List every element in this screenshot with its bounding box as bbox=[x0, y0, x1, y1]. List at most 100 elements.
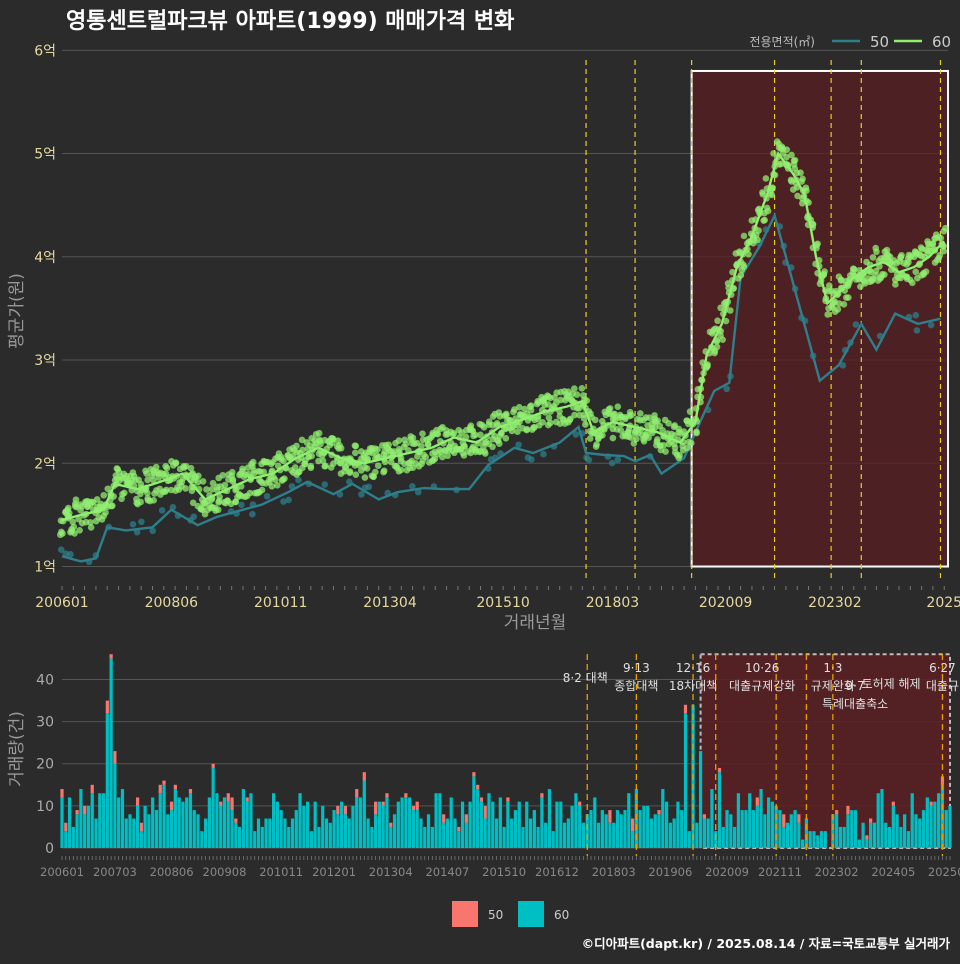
price-point bbox=[711, 349, 718, 357]
volume-bar-60 bbox=[404, 797, 408, 848]
volume-bar-60 bbox=[759, 789, 763, 848]
price-point bbox=[129, 469, 137, 476]
volume-bar-60 bbox=[381, 805, 385, 848]
price-point bbox=[381, 458, 389, 466]
price-point bbox=[573, 391, 581, 398]
volume-bar-60 bbox=[921, 810, 926, 848]
top-legend-label-50: 50 bbox=[870, 33, 889, 51]
price-point bbox=[912, 311, 920, 319]
price-point bbox=[814, 240, 821, 248]
price-point bbox=[291, 464, 299, 471]
volume-bar-50 bbox=[608, 810, 612, 823]
price-point bbox=[295, 476, 302, 484]
volume-bar-60 bbox=[200, 831, 204, 848]
volume-bar-60 bbox=[298, 793, 302, 848]
price-point bbox=[439, 453, 446, 461]
volume-bar-60 bbox=[944, 810, 948, 848]
volume-bar-50 bbox=[188, 789, 193, 794]
price-point bbox=[249, 510, 256, 518]
volume-bar-50 bbox=[891, 801, 895, 806]
volume-bar-60 bbox=[188, 793, 193, 848]
volume-bar-50 bbox=[226, 793, 230, 802]
price-point bbox=[268, 483, 276, 490]
volume-bar-60 bbox=[744, 810, 748, 848]
price-point bbox=[845, 294, 852, 301]
price-x-tick-label: 200601 bbox=[35, 595, 88, 611]
policy-annotation: 9·7 bbox=[846, 679, 865, 693]
volume-bar-60 bbox=[612, 822, 616, 848]
volume-y-tick-label: 10 bbox=[36, 799, 54, 815]
price-point bbox=[592, 416, 599, 424]
price-point bbox=[215, 499, 222, 506]
policy-annotation: 대출규제강화 bbox=[729, 679, 795, 693]
footer-credit: ©디아파트(dapt.kr) / 2025.08.14 / 자료=국토교통부 실… bbox=[582, 936, 951, 951]
price-point bbox=[585, 456, 593, 464]
volume-bar-60 bbox=[86, 805, 91, 848]
price-point bbox=[219, 471, 227, 479]
volume-bar-60 bbox=[389, 826, 393, 848]
price-point bbox=[279, 476, 287, 483]
volume-bar-60 bbox=[853, 810, 858, 848]
price-point bbox=[510, 408, 517, 416]
volume-bar-60 bbox=[808, 831, 812, 848]
price-point bbox=[336, 442, 343, 449]
volume-bar-60 bbox=[268, 818, 272, 848]
volume-x-tick-label: 200601 bbox=[40, 865, 84, 879]
volume-bar-60 bbox=[627, 793, 631, 848]
volume-bar-50 bbox=[540, 793, 544, 798]
price-point bbox=[764, 207, 772, 215]
price-point bbox=[322, 462, 329, 470]
volume-bar-60 bbox=[869, 822, 873, 848]
price-point bbox=[211, 504, 219, 512]
volume-bar-60 bbox=[476, 789, 480, 848]
volume-bar-50 bbox=[113, 751, 117, 764]
volume-bar-60 bbox=[782, 826, 786, 848]
bottom-legend-label-60: 60 bbox=[554, 908, 569, 922]
volume-bar-60 bbox=[351, 805, 355, 848]
volume-bar-60 bbox=[804, 818, 809, 848]
volume-x-tick-label: 200908 bbox=[203, 865, 247, 879]
policy-annotation: 종합대책 bbox=[614, 678, 658, 693]
price-point bbox=[69, 518, 77, 526]
volume-bar-60 bbox=[767, 797, 771, 848]
volume-bar-60 bbox=[510, 818, 514, 848]
volume-bar-60 bbox=[419, 818, 423, 848]
volume-bar-60 bbox=[392, 814, 397, 848]
price-y-tick-label: 3억 bbox=[34, 353, 56, 369]
price-point bbox=[759, 189, 766, 196]
volume-x-tick-label: 201407 bbox=[425, 865, 469, 879]
price-point bbox=[927, 321, 935, 329]
volume-bar-50 bbox=[381, 801, 385, 806]
price-point bbox=[567, 415, 574, 423]
volume-bar-60 bbox=[109, 658, 113, 848]
price-point bbox=[137, 498, 144, 506]
volume-bar-60 bbox=[763, 814, 767, 848]
volume-bar-60 bbox=[842, 826, 846, 848]
price-point bbox=[229, 476, 237, 483]
price-point bbox=[121, 489, 128, 497]
volume-bar-60 bbox=[317, 826, 321, 848]
volume-bar-60 bbox=[158, 793, 162, 848]
price-point bbox=[481, 448, 488, 455]
volume-bar-60 bbox=[721, 826, 725, 848]
price-point bbox=[614, 456, 622, 464]
price-point bbox=[100, 491, 108, 499]
volume-x-tick-label: 201304 bbox=[369, 865, 413, 879]
volume-bar-50 bbox=[940, 776, 945, 785]
volume-bar-50 bbox=[389, 822, 393, 827]
volume-bar-60 bbox=[211, 767, 215, 848]
volume-bar-60 bbox=[366, 818, 370, 848]
volume-y-axis-label: 거래량(건) bbox=[7, 711, 27, 787]
volume-x-tick-label: 201803 bbox=[592, 865, 636, 879]
volume-bar-60 bbox=[835, 814, 839, 848]
volume-bar-60 bbox=[479, 801, 484, 848]
volume-bar-50 bbox=[506, 797, 510, 802]
volume-x-tick-label: 201906 bbox=[648, 865, 692, 879]
price-point bbox=[182, 485, 189, 492]
volume-bar-60 bbox=[135, 805, 140, 848]
volume-x-tick-label: 201011 bbox=[259, 865, 303, 879]
volume-bar-60 bbox=[793, 810, 797, 848]
volume-bar-50 bbox=[109, 654, 113, 659]
volume-bar-60 bbox=[290, 818, 295, 848]
volume-x-tick-label: 202302 bbox=[815, 865, 859, 879]
